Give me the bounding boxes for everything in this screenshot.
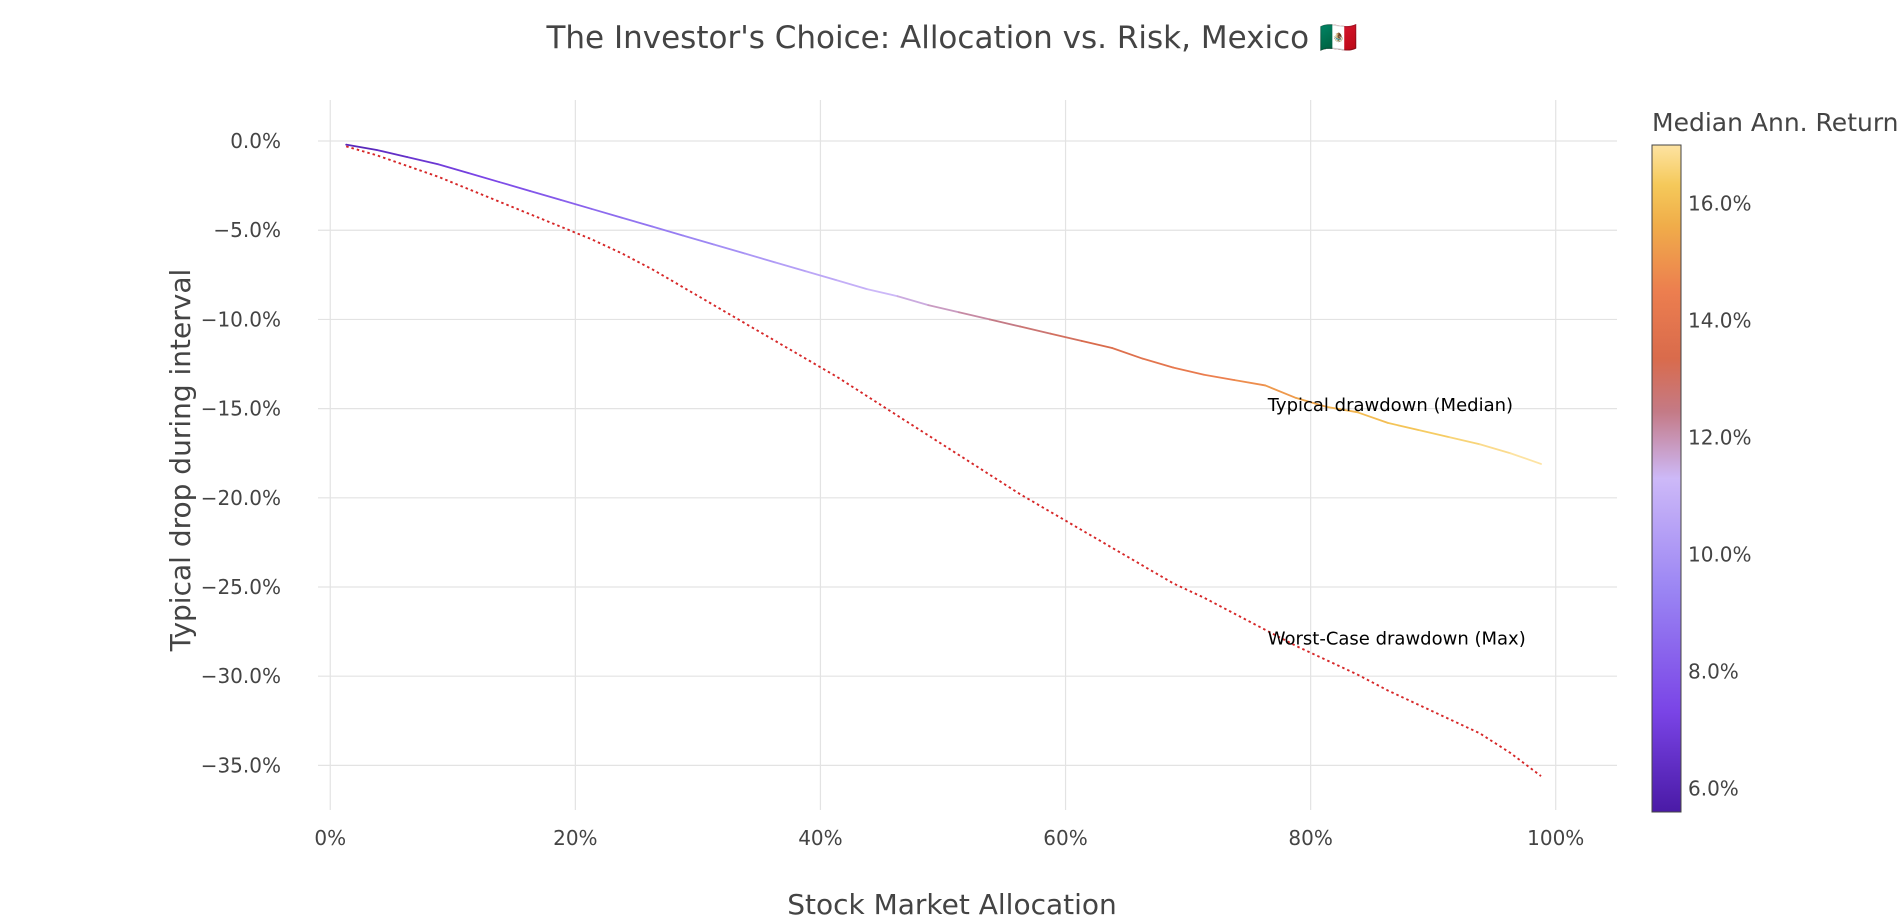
grid [318,100,1617,810]
median-line-segment [1386,421,1420,431]
median-line-segment [437,163,470,175]
median-line-segment [651,225,685,237]
median-line-segment [1509,452,1542,465]
median-line-segment [958,311,991,321]
median-line-segment [498,181,531,192]
median-line-segment [406,156,439,166]
median-drawdown-line [345,143,1542,465]
y-tick-label: −10.0% [201,307,281,331]
median-line-segment [896,295,930,307]
median-line-segment [1111,347,1144,360]
median-line-segment [1325,405,1359,414]
y-tick-label: −15.0% [201,397,281,421]
median-line-segment [866,288,899,298]
colorbar-tick-label: 6.0% [1688,777,1739,801]
median-line-segment [467,172,501,183]
annotation-label: Worst-Case drawdown (Max) [1268,629,1526,650]
median-line-segment [1478,443,1512,455]
median-line-segment [1019,325,1052,335]
y-tick-label: −25.0% [201,575,281,599]
x-tick-label: 60% [1043,826,1087,850]
median-line-segment [1448,436,1481,446]
y-tick-label: −35.0% [201,753,281,777]
median-line-segment [835,279,868,290]
median-line-segment [590,207,623,219]
median-line-segment [529,190,562,201]
median-line-segment [1049,332,1083,342]
median-line-segment [1233,379,1267,387]
median-line-segment [1203,373,1236,381]
x-tick-label: 80% [1288,826,1332,850]
median-line-segment [1080,339,1114,349]
colorbar-gradient [1651,144,1682,813]
annotation-label: Typical drawdown (Median) [1267,395,1513,416]
x-tick-label: 40% [798,826,842,850]
colorbar-title: Median Ann. Return [1652,108,1899,137]
median-line-segment [774,261,807,273]
median-line-segment [988,318,1022,328]
median-line-segment [682,234,715,246]
y-axis-title: Typical drop during interval [164,269,197,653]
x-axis-title: Stock Market Allocation [787,888,1117,918]
median-line-segment [345,143,378,151]
y-tick-label: −20.0% [201,486,281,510]
chart-title: The Investor's Choice: Allocation vs. Ri… [545,20,1357,56]
max-drawdown-line [345,145,1542,777]
x-tick-label: 100% [1527,826,1584,850]
median-line-segment [712,243,746,255]
median-line-segment [1264,384,1297,399]
median-line-segment [621,216,654,228]
median-line-segment [1417,429,1451,439]
colorbar-tick-label: 16.0% [1688,192,1752,216]
y-tick-labels: 0.0% −5.0% −10.0% −15.0% −20.0% −25.0% −30.0% −… [201,129,281,777]
annotations: Typical drawdown (Median) Worst-Case draw… [1267,395,1526,650]
median-line-segment [743,252,777,264]
y-tick-label: 0.0% [230,129,281,153]
median-line-segment [1295,397,1328,408]
colorbar-tick-label: 10.0% [1688,543,1752,567]
colorbar-tick-label: 14.0% [1688,309,1752,333]
median-line-segment [375,149,409,158]
colorbar-tick-label: 8.0% [1688,660,1739,684]
x-tick-label: 20% [553,826,597,850]
colorbar-tick-label: 12.0% [1688,426,1752,450]
colorbar: 6.0% 8.0% 10.0% 12.0% 14.0% 16.0% Median Ann. … [1651,108,1899,813]
median-line-segment [927,304,960,314]
median-line-segment [1172,366,1205,376]
median-line-segment [804,270,838,282]
x-tick-labels: 0% 20% 40% 60% 80% 100% [314,826,1584,850]
x-tick-label: 0% [314,826,346,850]
median-line-segment [1141,357,1175,369]
plot-lines [345,143,1542,777]
y-tick-label: −5.0% [213,218,281,242]
median-line-segment [1356,411,1389,424]
median-line-segment [559,198,593,210]
y-tick-label: −30.0% [201,664,281,688]
